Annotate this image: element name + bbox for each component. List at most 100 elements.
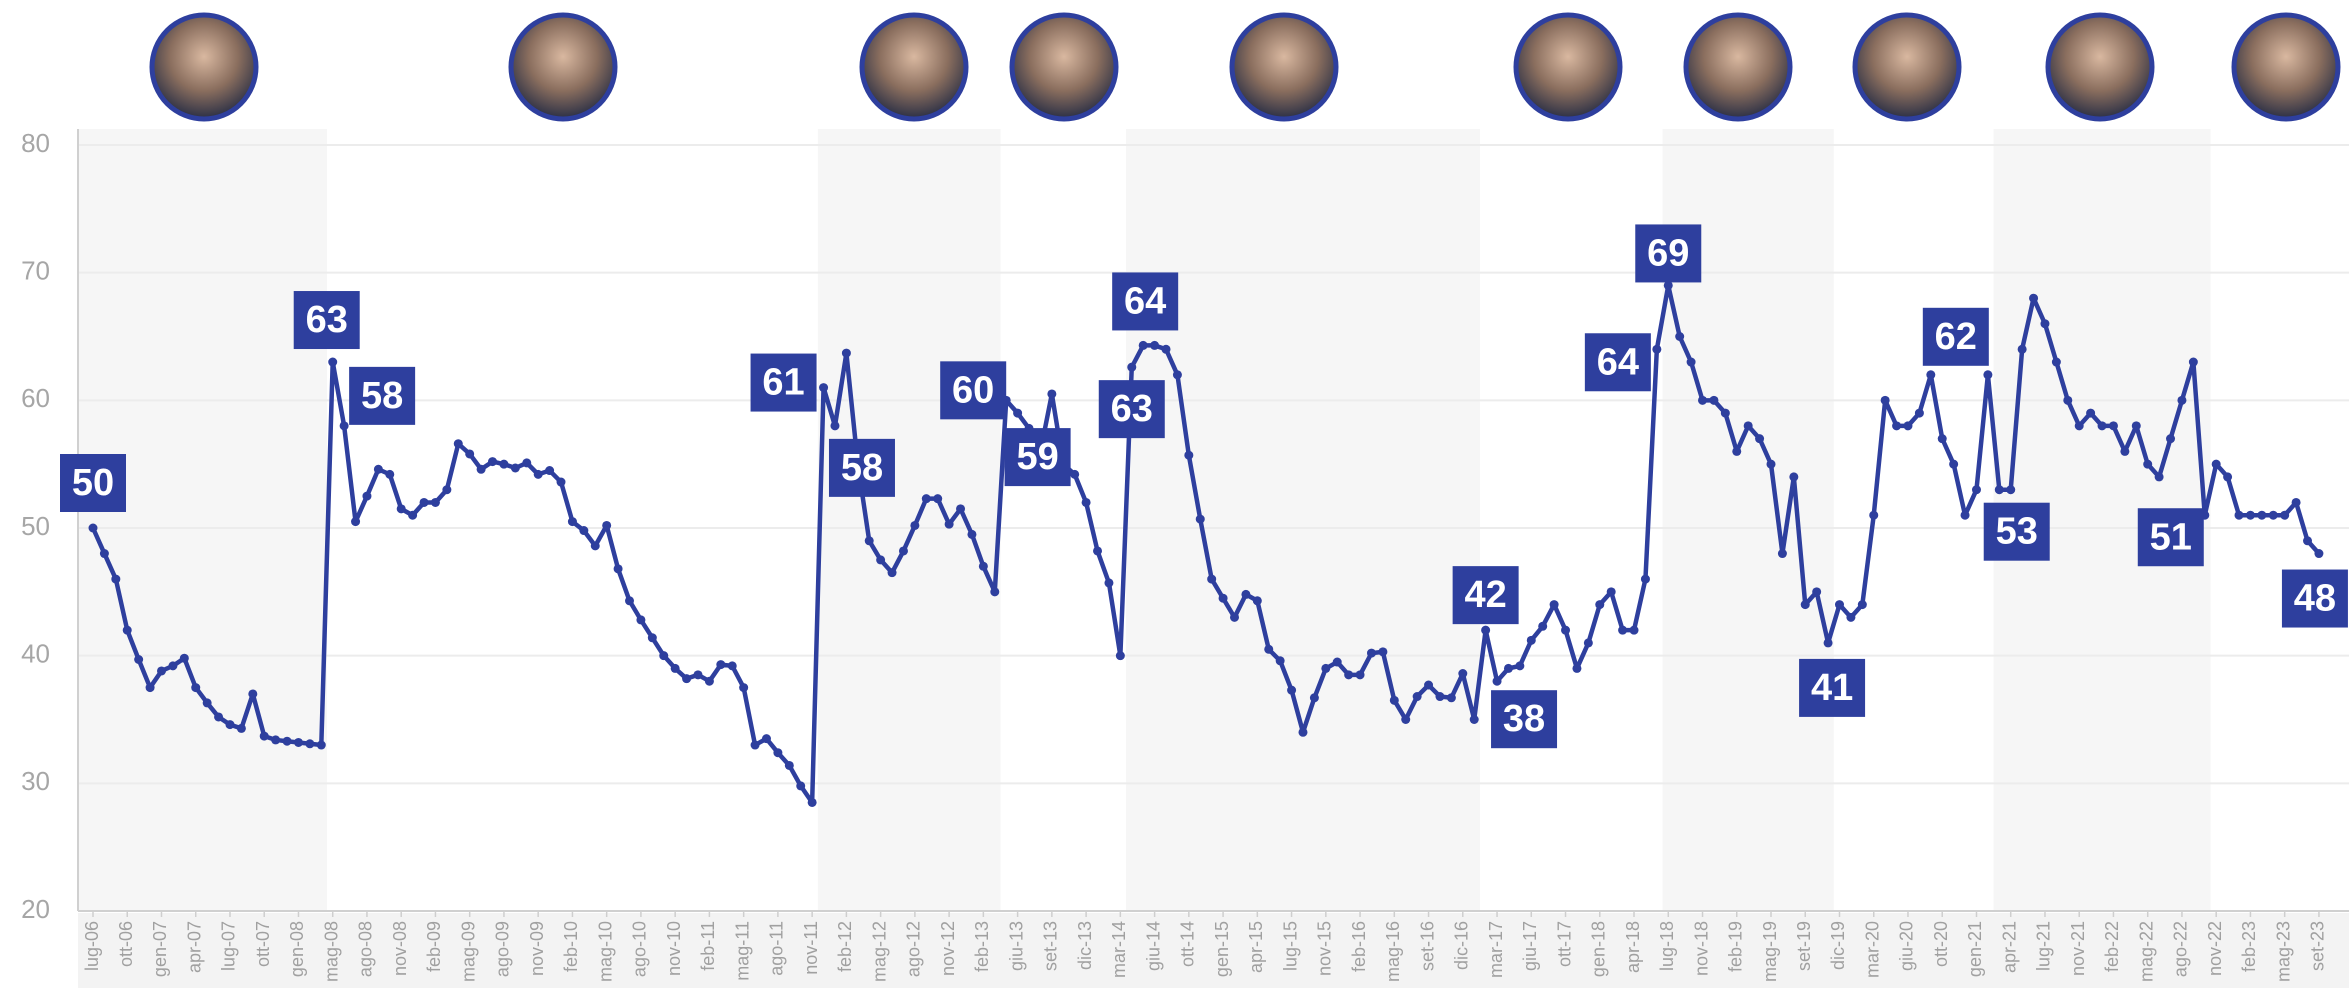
point xyxy=(705,677,714,686)
x-tick-label: feb-19 xyxy=(1726,921,1746,972)
x-tick-label: feb-13 xyxy=(972,921,992,972)
portrait xyxy=(152,15,256,119)
x-tick-label: ott-06 xyxy=(116,921,136,967)
point xyxy=(1287,686,1296,695)
x-tick-label: set-19 xyxy=(1794,921,1814,971)
x-tick-label: set-13 xyxy=(1041,921,1061,971)
value-label: 60 xyxy=(952,369,994,411)
point xyxy=(979,562,988,571)
point xyxy=(1276,656,1285,665)
point xyxy=(442,485,451,494)
x-tick-label: dic-16 xyxy=(1452,921,1472,970)
point xyxy=(134,655,143,664)
x-tick-label: feb-22 xyxy=(2102,921,2122,972)
x-tick-label: mag-10 xyxy=(595,921,615,982)
point xyxy=(477,465,486,474)
point xyxy=(1424,681,1433,690)
portrait xyxy=(862,15,966,119)
point xyxy=(659,651,668,660)
point xyxy=(956,504,965,513)
point xyxy=(557,478,566,487)
point xyxy=(1047,389,1056,398)
point xyxy=(2063,396,2072,405)
point xyxy=(1595,600,1604,609)
portrait xyxy=(1686,15,1790,119)
x-tick-label: ago-08 xyxy=(356,921,376,977)
point xyxy=(1013,409,1022,418)
point xyxy=(1903,421,1912,430)
point xyxy=(420,498,429,507)
point xyxy=(591,541,600,550)
point xyxy=(2086,409,2095,418)
point xyxy=(2292,498,2301,507)
x-tick-label: feb-09 xyxy=(424,921,444,972)
point xyxy=(1744,421,1753,430)
x-tick-label: gen-21 xyxy=(1965,921,1985,977)
period-band xyxy=(78,129,327,911)
point xyxy=(431,498,440,507)
point xyxy=(1812,587,1821,596)
point xyxy=(2052,358,2061,367)
value-label: 53 xyxy=(1996,511,2038,553)
x-tick-label: mar-17 xyxy=(1486,921,1506,978)
x-tick-label: ott-17 xyxy=(1554,921,1574,967)
point xyxy=(945,520,954,529)
x-tick-label: lug-15 xyxy=(1280,921,1300,971)
point xyxy=(294,738,303,747)
x-tick-label: dic-13 xyxy=(1075,921,1095,970)
value-label: 64 xyxy=(1597,341,1639,383)
y-tick-label: 80 xyxy=(21,128,50,158)
point xyxy=(1253,596,1262,605)
point xyxy=(123,626,132,635)
point xyxy=(465,449,474,458)
x-tick-label: apr-18 xyxy=(1623,921,1643,973)
portrait xyxy=(1232,15,1336,119)
x-tick-label: nov-09 xyxy=(527,921,547,976)
point xyxy=(773,748,782,757)
x-tick-label: lug-07 xyxy=(219,921,239,971)
point xyxy=(1687,358,1696,367)
point xyxy=(1127,363,1136,372)
value-label: 63 xyxy=(306,299,348,341)
x-tick-label: mag-11 xyxy=(732,921,752,981)
point xyxy=(568,517,577,526)
point xyxy=(111,575,120,584)
x-tick-label: set-23 xyxy=(2308,921,2328,971)
point xyxy=(693,670,702,679)
point xyxy=(865,536,874,545)
x-tick-label: feb-12 xyxy=(835,921,855,972)
x-tick-label: ott-07 xyxy=(253,921,273,967)
point xyxy=(271,735,280,744)
point xyxy=(1538,622,1547,631)
point xyxy=(2120,447,2129,456)
point xyxy=(2018,345,2027,354)
point xyxy=(1493,677,1502,686)
point xyxy=(1504,664,1513,673)
point xyxy=(1915,409,1924,418)
point xyxy=(990,587,999,596)
point xyxy=(488,457,497,466)
point xyxy=(1184,451,1193,460)
point xyxy=(830,421,839,430)
point xyxy=(1139,341,1148,350)
point xyxy=(1572,664,1581,673)
point xyxy=(1584,638,1593,647)
point xyxy=(1356,670,1365,679)
point xyxy=(888,568,897,577)
point xyxy=(2246,511,2255,520)
value-label: 59 xyxy=(1016,436,1058,478)
x-tick-label: lug-06 xyxy=(82,921,102,971)
point xyxy=(1413,692,1422,701)
point xyxy=(1344,670,1353,679)
x-tick-label: nov-15 xyxy=(1315,921,1335,976)
point xyxy=(1892,421,1901,430)
portraits xyxy=(152,15,2338,119)
point xyxy=(1652,345,1661,354)
point xyxy=(899,546,908,555)
y-tick-label: 60 xyxy=(21,383,50,413)
point xyxy=(180,654,189,663)
point xyxy=(2040,319,2049,328)
point xyxy=(351,517,360,526)
point xyxy=(2212,460,2221,469)
point xyxy=(579,526,588,535)
